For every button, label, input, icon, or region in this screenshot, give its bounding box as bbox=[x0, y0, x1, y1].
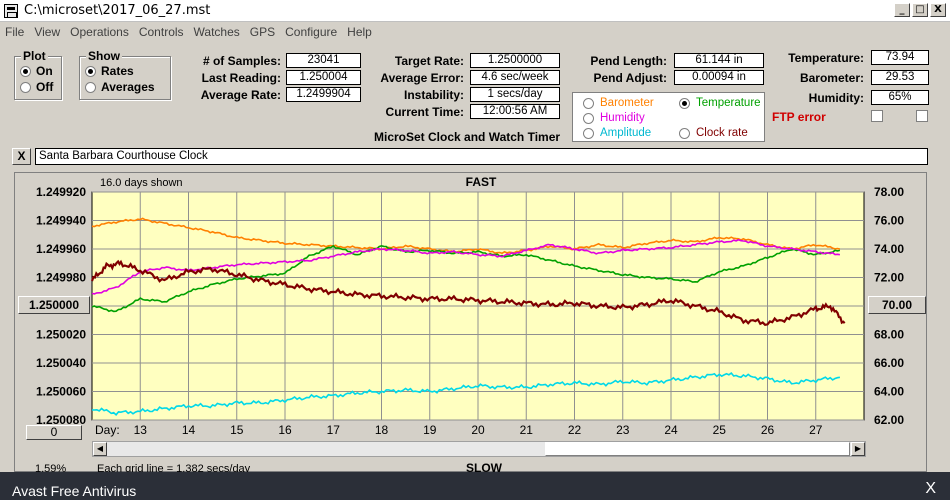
zero-button[interactable]: 0 bbox=[26, 425, 82, 440]
menu-configure[interactable]: Configure bbox=[285, 25, 338, 39]
option-humidity[interactable]: Humidity bbox=[583, 112, 645, 124]
average-error-value: 4.6 sec/week bbox=[470, 70, 560, 85]
window-controls: _ □ X bbox=[894, 3, 946, 17]
option-barometer-label: Barometer bbox=[600, 97, 654, 109]
barometer-label: Barometer: bbox=[799, 71, 864, 85]
plot-off-label: Off bbox=[36, 80, 54, 94]
menu-gps[interactable]: GPS bbox=[249, 25, 276, 39]
menu-controls[interactable]: Controls bbox=[138, 25, 184, 39]
clear-clock-button[interactable]: X bbox=[12, 148, 31, 165]
humidity-label: Humidity: bbox=[808, 91, 864, 105]
antivirus-notification: Avast Free Antivirus X bbox=[0, 472, 950, 500]
samples-label: # of Samples: bbox=[202, 54, 281, 68]
show-group: Show bbox=[79, 49, 171, 100]
current-time-value: 12:00:56 AM bbox=[470, 104, 560, 119]
show-rates-label: Rates bbox=[101, 64, 134, 78]
plot-on-label: On bbox=[36, 64, 53, 78]
plot-off-radio[interactable]: Off bbox=[20, 80, 53, 94]
temperature-value: 73.94 bbox=[871, 50, 929, 65]
target-rate-label: Target Rate: bbox=[394, 54, 464, 68]
app-icon[interactable] bbox=[4, 4, 18, 18]
title-bar: C:\microset\2017_06_27.mst _ □ X bbox=[0, 0, 950, 22]
instability-value: 1 secs/day bbox=[470, 87, 560, 102]
current-time-label: Current Time: bbox=[385, 105, 464, 119]
radio-dot bbox=[583, 97, 594, 109]
plot-on-radio[interactable]: On bbox=[20, 64, 53, 78]
samples-value: 23041 bbox=[286, 53, 361, 68]
radio-dot bbox=[85, 81, 96, 93]
radio-dot bbox=[679, 97, 690, 109]
radio-dot bbox=[85, 65, 96, 77]
radio-dot bbox=[583, 112, 594, 124]
pend-length-value[interactable]: 61.144 in bbox=[674, 53, 764, 68]
scroll-thumb[interactable] bbox=[545, 442, 850, 456]
target-rate-value: 1.2500000 bbox=[470, 53, 560, 68]
notification-close-icon[interactable]: X bbox=[925, 480, 936, 497]
instability-label: Instability: bbox=[403, 88, 464, 102]
option-humidity-label: Humidity bbox=[600, 112, 645, 124]
window-title: C:\microset\2017_06_27.mst bbox=[24, 3, 211, 18]
clock-name-field[interactable]: Santa Barbara Courthouse Clock bbox=[35, 148, 928, 165]
radio-dot bbox=[679, 127, 690, 139]
close-button[interactable]: X bbox=[930, 3, 946, 17]
menu-operations[interactable]: Operations bbox=[70, 25, 129, 39]
menu-view[interactable]: View bbox=[34, 25, 61, 39]
option-temperature[interactable]: Temperature bbox=[679, 97, 761, 109]
ftp-checkbox-2[interactable] bbox=[916, 110, 928, 122]
plot-group: Plot bbox=[14, 49, 62, 100]
menu-file[interactable]: File bbox=[5, 25, 25, 39]
horizontal-scrollbar[interactable]: ◀ ▶ bbox=[92, 441, 866, 457]
scroll-left-arrow[interactable]: ◀ bbox=[93, 442, 107, 456]
series-option-box: Barometer Temperature Humidity Amplitude… bbox=[572, 92, 765, 142]
show-averages-radio[interactable]: Averages bbox=[85, 80, 155, 94]
show-averages-label: Averages bbox=[101, 80, 155, 94]
show-group-title: Show bbox=[86, 49, 122, 63]
maximize-button[interactable]: □ bbox=[912, 3, 928, 17]
pend-length-label: Pend Length: bbox=[590, 54, 667, 68]
option-amplitude-label: Amplitude bbox=[600, 127, 652, 139]
last-reading-value: 1.250004 bbox=[286, 70, 361, 85]
last-reading-label: Last Reading: bbox=[201, 71, 281, 85]
option-clock-rate[interactable]: Clock rate bbox=[679, 127, 748, 139]
minimize-button[interactable]: _ bbox=[894, 3, 910, 17]
average-error-label: Average Error: bbox=[380, 71, 464, 85]
notification-text: Avast Free Antivirus bbox=[12, 483, 137, 499]
barometer-value: 29.53 bbox=[871, 70, 929, 85]
left-scale-button[interactable]: 1.250000 bbox=[18, 296, 90, 314]
radio-dot bbox=[583, 127, 594, 139]
menu-help[interactable]: Help bbox=[347, 25, 372, 39]
radio-dot bbox=[20, 65, 31, 77]
menu-watches[interactable]: Watches bbox=[193, 25, 240, 39]
right-scale-button[interactable]: 70.00 bbox=[868, 296, 926, 314]
option-barometer[interactable]: Barometer bbox=[583, 97, 654, 109]
radio-dot bbox=[20, 81, 31, 93]
option-amplitude[interactable]: Amplitude bbox=[583, 127, 651, 139]
humidity-value: 65% bbox=[871, 90, 929, 105]
show-rates-radio[interactable]: Rates bbox=[85, 64, 134, 78]
temperature-label: Temperature: bbox=[788, 51, 864, 65]
option-clock-rate-label: Clock rate bbox=[696, 127, 748, 139]
average-rate-label: Average Rate: bbox=[200, 88, 281, 102]
chart-panel bbox=[14, 172, 927, 472]
average-rate-value: 1.2499904 bbox=[286, 87, 361, 102]
menu-bar: File View Operations Controls Watches GP… bbox=[0, 23, 950, 42]
pend-adjust-label: Pend Adjust: bbox=[593, 71, 667, 85]
app-caption: MicroSet Clock and Watch Timer bbox=[374, 130, 561, 144]
ftp-checkbox-1[interactable] bbox=[871, 110, 883, 122]
option-temperature-label: Temperature bbox=[696, 97, 761, 109]
pend-adjust-value[interactable]: 0.00094 in bbox=[674, 70, 764, 85]
plot-group-title: Plot bbox=[21, 49, 48, 63]
scroll-right-arrow[interactable]: ▶ bbox=[851, 442, 865, 456]
ftp-error-label: FTP error bbox=[772, 110, 826, 124]
